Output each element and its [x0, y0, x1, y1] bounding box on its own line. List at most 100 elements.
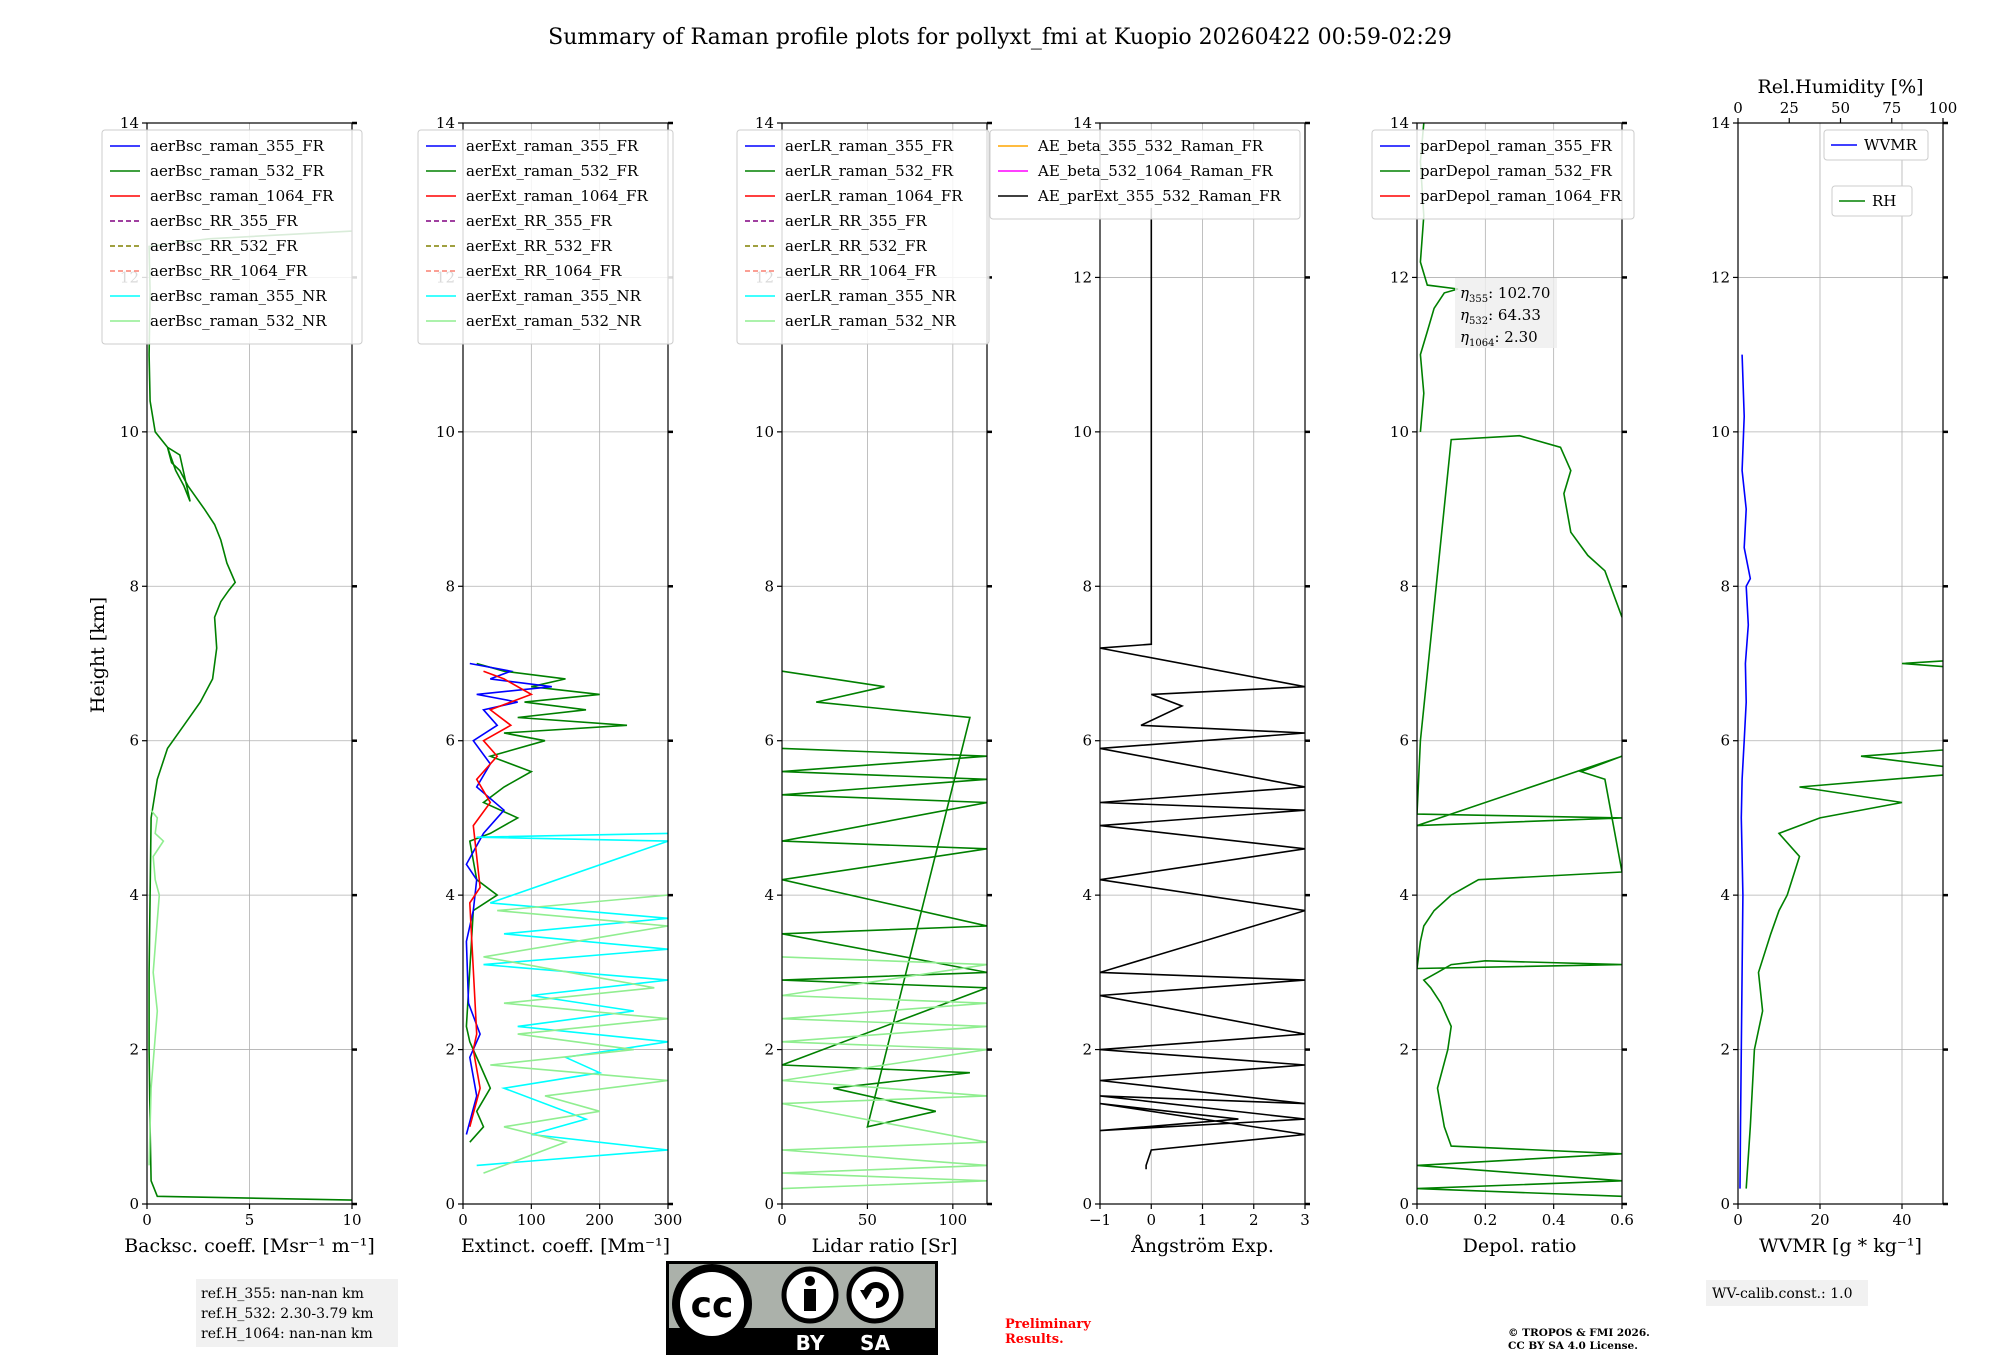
legend-4: AE_beta_355_532_Raman_FR AE_beta_532_1064…	[989, 129, 1301, 220]
legend-label: aerExt_raman_1064_FR	[466, 187, 648, 205]
ytick-label: 6	[764, 732, 774, 750]
top-xtick-label: 75	[1882, 99, 1901, 117]
x-axis-label: Extinct. coeff. [Mm⁻¹]	[461, 1235, 670, 1257]
x-axis-label: Ångström Exp.	[1130, 1235, 1274, 1257]
ytick-label: 8	[1720, 577, 1730, 595]
ytick-label: 10	[1711, 423, 1730, 441]
series-WVMR	[1739, 354, 1752, 1189]
axes-frame-2	[462, 122, 669, 1205]
legend-label: parDepol_raman_355_FR	[1420, 137, 1613, 155]
legend-1: aerBsc_raman_355_FR aerBsc_raman_532_FRae…	[101, 129, 363, 345]
sa-share-icon	[846, 1266, 904, 1324]
top-axis-label: Rel.Humidity [%]	[1757, 76, 1923, 98]
ref-height-1064: ref.H_1064: nan-nan km	[201, 1326, 373, 1342]
ytick-label: 8	[764, 577, 774, 595]
legend-box	[101, 129, 363, 345]
legend-label: aerLR_RR_532_FR	[785, 237, 927, 255]
xtick-label: 0.6	[1610, 1211, 1634, 1229]
ytick-label: 14	[1390, 114, 1409, 132]
xtick-label: 5	[245, 1211, 255, 1229]
ytick-label: 0	[445, 1195, 455, 1213]
preliminary-line2: Results.	[1005, 1332, 1064, 1347]
legend-5: parDepol_raman_355_FR parDepol_raman_532_…	[1371, 129, 1635, 220]
ytick-label: 0	[1720, 1195, 1730, 1213]
legend-label: aerExt_RR_355_FR	[466, 212, 613, 230]
x-axis-label: Backsc. coeff. [Msr⁻¹ m⁻¹]	[124, 1235, 375, 1257]
legend-label: aerLR_raman_532_NR	[785, 312, 956, 330]
ytick-label: 12	[1390, 268, 1409, 286]
xtick-label: 200	[585, 1211, 614, 1229]
xtick-label: 0	[142, 1211, 152, 1229]
top-xtick-label: 100	[1929, 99, 1958, 117]
ytick-label: 6	[1082, 732, 1092, 750]
series-aerLR_raman_532_FR	[782, 670, 987, 1128]
legend-box	[736, 129, 990, 345]
ytick-label: 6	[1720, 732, 1730, 750]
ytick-label: 10	[1073, 423, 1092, 441]
series-aerBsc_raman_532_NR	[148, 809, 165, 1166]
ytick-label: 8	[1082, 577, 1092, 595]
series-parDepol_raman_532_FR	[1417, 434, 1622, 1198]
cc-license-badge: cc BY SA	[666, 1261, 938, 1355]
xtick-label: 0	[1146, 1211, 1156, 1229]
legend-label: aerLR_raman_355_NR	[785, 287, 956, 305]
ytick-label: 12	[1711, 268, 1730, 286]
legend-box	[417, 129, 674, 345]
ref-height-355: ref.H_355: nan-nan km	[201, 1286, 364, 1302]
preliminary-line1: Preliminary	[1005, 1317, 1091, 1332]
legend-6: WVMR RH	[1823, 129, 1929, 217]
ref-height-532: ref.H_532: 2.30-3.79 km	[201, 1306, 374, 1322]
ytick-label: 4	[1399, 886, 1409, 904]
top-xtick-label: 0	[1733, 99, 1743, 117]
ytick-label: 14	[436, 114, 455, 132]
ytick-label: 4	[764, 886, 774, 904]
ytick-label: 10	[755, 423, 774, 441]
ytick-label: 4	[445, 886, 455, 904]
ytick-label: 8	[1399, 577, 1409, 595]
legend-label: WVMR	[1864, 136, 1918, 154]
legend-label: aerBsc_raman_355_NR	[150, 287, 327, 305]
ytick-label: 10	[1390, 423, 1409, 441]
series-aerLR_raman_532_NR	[782, 956, 987, 1190]
series-aerExt_raman_355_FR	[465, 662, 552, 1135]
annotation-box	[1455, 278, 1557, 348]
series-aerBsc_raman_532_FR	[148, 230, 352, 1201]
axes-frame-5	[1416, 122, 1623, 1205]
axes-frame-3	[781, 122, 988, 1205]
wv-calib-box: WV-calib.const.: 1.0	[1706, 1280, 1868, 1306]
ytick-label: 12	[1073, 268, 1092, 286]
figure-title: Summary of Raman profile plots for polly…	[548, 25, 1452, 50]
series-aerExt_raman_532_FR	[465, 662, 628, 1143]
legend-label: aerBsc_raman_355_FR	[150, 137, 325, 155]
annotation-eta-1064: η1064: 2.30	[1460, 328, 1538, 349]
legend-label: aerLR_RR_355_FR	[785, 212, 927, 230]
annotation-eta-532: η532: 64.33	[1460, 306, 1541, 327]
legend-box	[989, 129, 1301, 220]
legend-box	[1823, 129, 1929, 161]
panel-2: 024681012140100200300Extinct. coeff. [Mm…	[417, 114, 682, 1257]
cc-icon	[680, 1272, 744, 1336]
legend-label: aerLR_raman_1064_FR	[785, 187, 963, 205]
series-group-1	[148, 230, 352, 1201]
wv-calib-text: WV-calib.const.: 1.0	[1712, 1286, 1852, 1302]
ytick-label: 14	[120, 114, 139, 132]
series-AE_parExt_355_532_Raman_FR	[1100, 207, 1305, 1170]
x-axis-label: Depol. ratio	[1463, 1235, 1577, 1257]
sa-label: SA	[860, 1331, 890, 1355]
series-aerExt_raman_1064_FR	[468, 670, 534, 1128]
legend-box	[1371, 129, 1635, 220]
ytick-label: 8	[445, 577, 455, 595]
series-group-3	[782, 670, 987, 1190]
legend-label: AE_beta_355_532_Raman_FR	[1037, 137, 1264, 155]
legend-2: aerExt_raman_355_FR aerExt_raman_532_FRae…	[417, 129, 674, 345]
xtick-label: 2	[1249, 1211, 1259, 1229]
legend-box	[1831, 185, 1913, 217]
top-xtick-label: 50	[1831, 99, 1850, 117]
legend-label: aerExt_raman_355_FR	[466, 137, 639, 155]
xtick-label: 1	[1198, 1211, 1208, 1229]
series-group-2	[465, 662, 668, 1174]
series-RH	[1745, 660, 1943, 1189]
